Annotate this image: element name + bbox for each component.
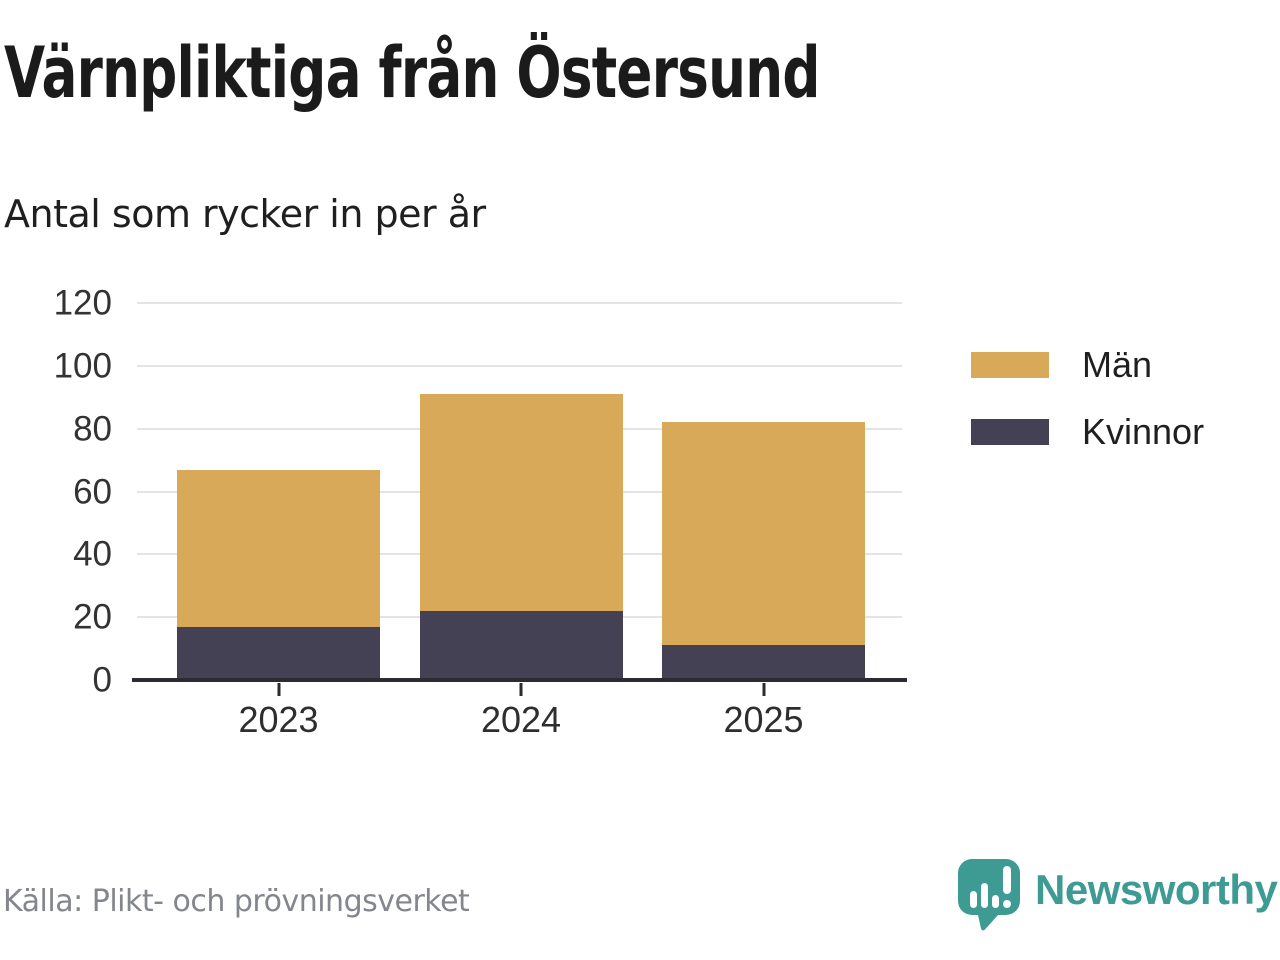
bar-2024-segment-kvinnor (419, 610, 623, 680)
legend-swatch-män (971, 352, 1049, 378)
bar-2023-segment-kvinnor (177, 626, 381, 680)
newsworthy-logo-icon (958, 859, 1020, 931)
bar-2025-segment-män (662, 422, 866, 646)
bar-2023-segment-män (177, 469, 381, 627)
x-tick-label-2025: 2025 (723, 699, 804, 740)
y-tick-label-20: 20 (73, 597, 112, 637)
y-tick-label-80: 80 (73, 409, 112, 449)
legend: Män Kvinnor (971, 347, 1204, 450)
legend-label-män: Män (1082, 344, 1153, 385)
bar-2025-segment-kvinnor (662, 645, 866, 680)
bar-2025 (662, 303, 866, 680)
x-axis-tick-2024 (519, 683, 523, 696)
gridline-100 (137, 364, 902, 367)
legend-item-män: Män (971, 347, 1204, 383)
bar-2024-segment-män (419, 394, 623, 611)
x-axis-line (132, 678, 907, 682)
y-tick-label-120: 120 (53, 283, 112, 323)
x-axis-tick-2023 (277, 683, 281, 696)
y-tick-label-40: 40 (73, 534, 112, 574)
y-axis-labels: 0 20 40 60 80 100 120 (0, 286, 112, 698)
chart-subtitle: Antal som rycker in per år (4, 192, 486, 236)
y-tick-label-100: 100 (53, 346, 112, 386)
bar-2024 (419, 303, 623, 680)
bar-2023 (177, 303, 381, 680)
brand-logo: Newsworthy (958, 859, 1278, 931)
gridline-120 (137, 302, 902, 304)
brand-name: Newsworthy (1035, 866, 1278, 913)
x-tick-label-2024: 2024 (480, 699, 562, 740)
chart-title: Värnpliktiga från Östersund (4, 32, 820, 114)
x-tick-label-2023: 2023 (238, 699, 319, 740)
x-axis-tick-2025 (762, 683, 766, 696)
x-axis-labels: 2023 2024 2025 (137, 702, 902, 748)
y-tick-label-60: 60 (73, 472, 112, 511)
legend-swatch-kvinnor (971, 419, 1049, 445)
legend-item-kvinnor: Kvinnor (971, 414, 1204, 450)
y-tick-label-0: 0 (92, 660, 112, 700)
source-text: Källa: Plikt- och prövningsverket (3, 884, 470, 919)
legend-label-kvinnor: Kvinnor (1082, 411, 1205, 452)
plot-area (132, 302, 907, 696)
